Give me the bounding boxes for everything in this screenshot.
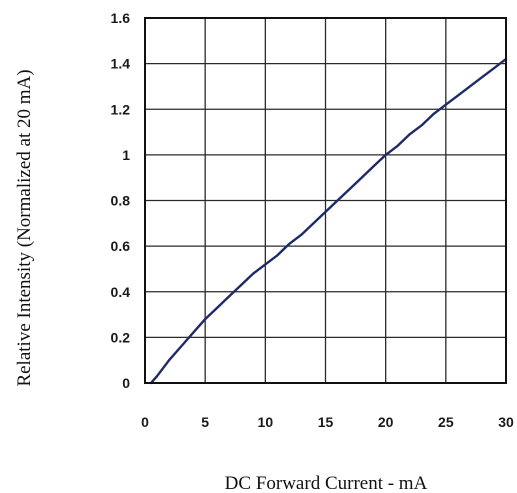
x-tick-label: 5: [201, 414, 209, 430]
x-tick-label: 15: [318, 414, 334, 430]
y-tick-label: 0: [122, 375, 130, 391]
x-tick-label: 30: [498, 414, 514, 430]
x-tick-labels: 0 5 10 15 20 25 30: [141, 414, 514, 430]
plot-frame: [144, 17, 507, 384]
y-tick-label: 1.4: [111, 56, 131, 72]
y-tick-label: 0.6: [111, 238, 131, 254]
series-layer: [149, 57, 508, 385]
y-tick-label: 1.2: [111, 101, 131, 117]
x-tick-label: 25: [438, 414, 454, 430]
x-tick-label: 10: [258, 414, 274, 430]
x-tick-label: 0: [141, 414, 149, 430]
y-tick-label: 0.2: [111, 329, 131, 345]
y-axis-title: Relative Intensity (Normalized at 20 mA): [14, 69, 35, 386]
grid: [144, 17, 507, 384]
y-tick-label: 1.6: [111, 10, 131, 26]
x-axis-title: DC Forward Current - mA: [225, 473, 428, 493]
series-line-0: [149, 57, 508, 385]
y-tick-label: 0.8: [111, 193, 131, 209]
y-tick-labels: 0 0.2 0.4 0.6 0.8 1 1.2 1.4 1.6: [111, 10, 131, 391]
y-tick-label: 0.4: [111, 284, 131, 300]
y-tick-label: 1: [122, 147, 130, 163]
x-tick-label: 20: [378, 414, 394, 430]
